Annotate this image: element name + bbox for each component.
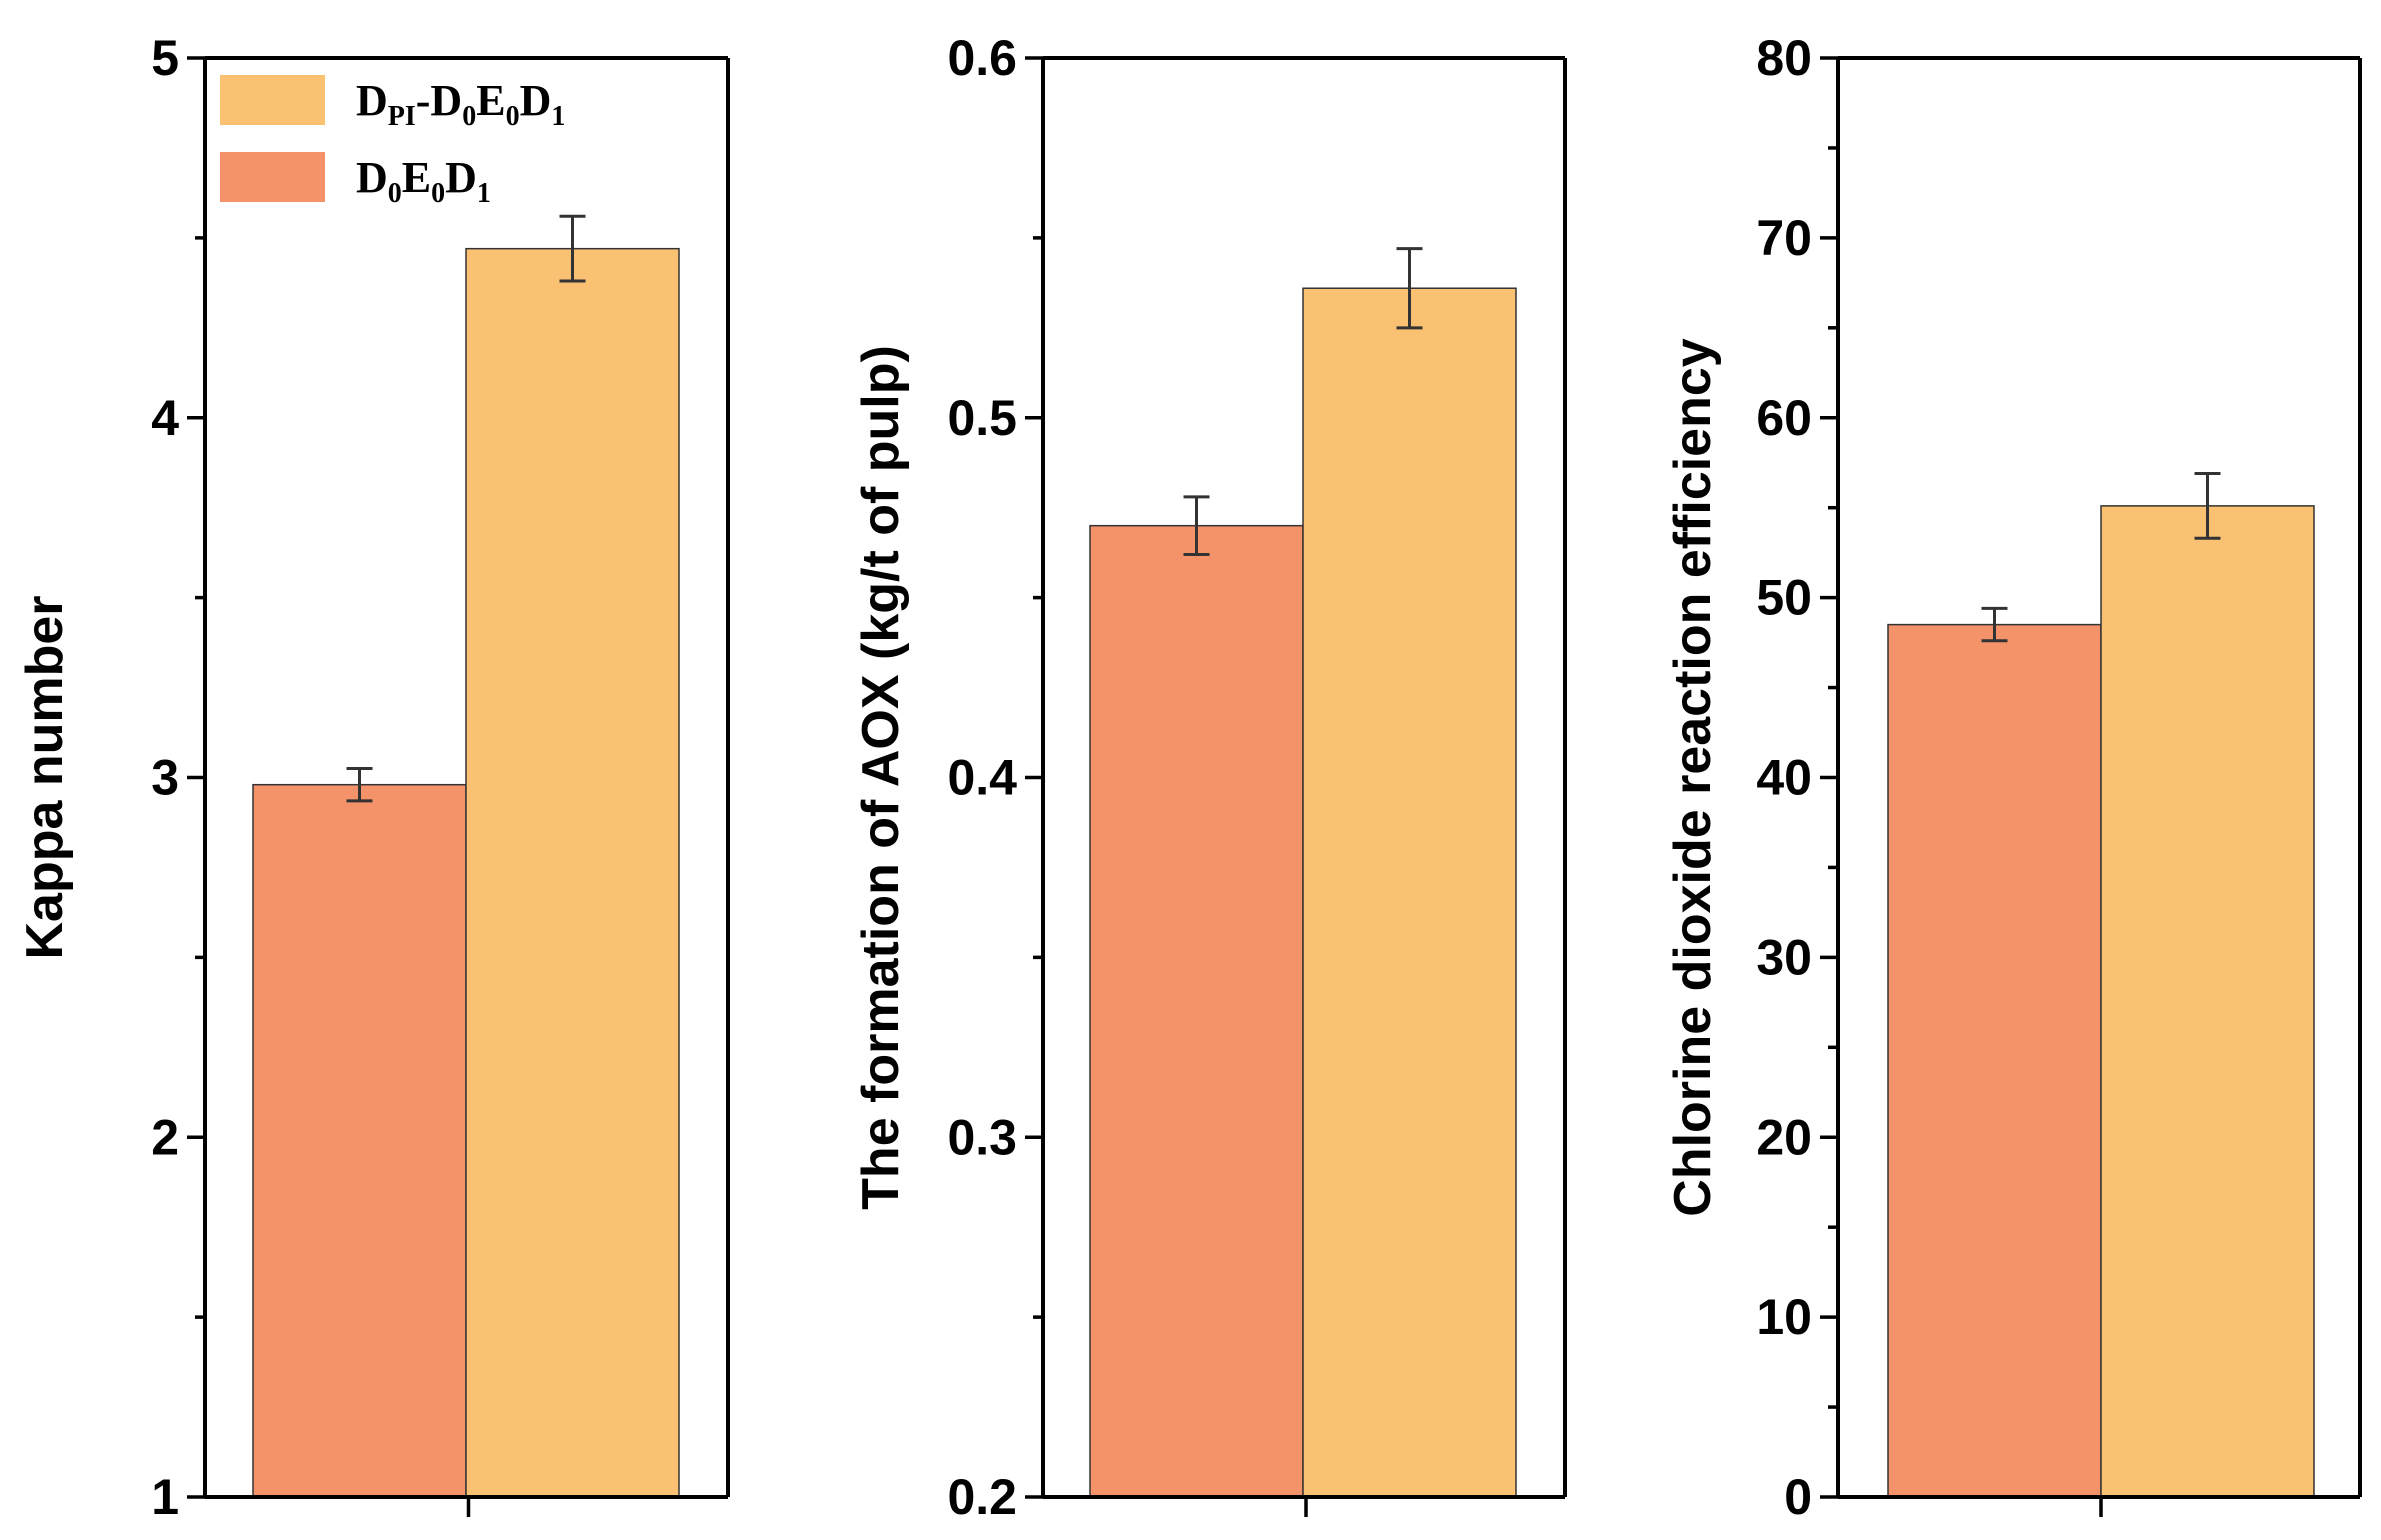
y-tick-label: 4 xyxy=(151,390,179,446)
y-tick-label: 0 xyxy=(1784,1469,1812,1525)
legend: DPI-D0E0D1 D0E0D1 xyxy=(220,75,565,209)
bar-d0e0d1 xyxy=(252,783,467,1498)
y-tick-label: 0.5 xyxy=(947,390,1017,446)
legend-item: DPI-D0E0D1 xyxy=(220,75,565,132)
error-bar xyxy=(559,214,586,283)
y-tick-label: 70 xyxy=(1756,210,1812,266)
y-tick-label: 0.3 xyxy=(947,1109,1017,1165)
error-bar xyxy=(1981,606,2008,643)
y-tick-label: 1 xyxy=(151,1469,179,1525)
y-tick-label: 40 xyxy=(1756,750,1812,806)
legend-swatch xyxy=(220,75,325,125)
y-tick-label: 60 xyxy=(1756,390,1812,446)
y-tick-label: 2 xyxy=(151,1109,179,1165)
error-bar xyxy=(1396,247,1423,330)
legend-label: D0E0D1 xyxy=(356,153,491,209)
y-tick-label: 30 xyxy=(1756,929,1812,985)
legend-swatch xyxy=(220,152,325,202)
y-axis-title: Kappa number xyxy=(16,595,74,959)
bar-d0e0d1 xyxy=(1089,524,1304,1498)
y-tick-label: 5 xyxy=(151,30,179,86)
legend-item: D0E0D1 xyxy=(220,152,491,209)
chart-panel-2: 0.2 0.3 0.4 0.5 0.6 The formation of AOX (kg/… xyxy=(852,30,1567,1525)
y-tick-label: 0.2 xyxy=(947,1469,1017,1525)
y-axis-title: Chlorine dioxide reaction efficiency xyxy=(1664,338,1722,1217)
chart-panel-3: 0 10 20 30 40 50 60 70 80 Chlorine dioxide reacti… xyxy=(1664,30,2362,1525)
bar-d0e0d1 xyxy=(1887,623,2102,1498)
y-tick-label: 50 xyxy=(1756,570,1812,626)
y-axis-title: The formation of AOX (kg/t of pulp) xyxy=(852,345,910,1210)
bar-dpi-d0e0d1 xyxy=(1302,287,1517,1498)
y-tick-label: 10 xyxy=(1756,1289,1812,1345)
error-bar xyxy=(1183,495,1210,556)
y-tick-label: 80 xyxy=(1756,30,1812,86)
error-bar xyxy=(346,767,373,803)
y-tick-label: 3 xyxy=(151,750,179,806)
legend-label: DPI-D0E0D1 xyxy=(356,76,565,132)
y-tick-label: 0.6 xyxy=(947,30,1017,86)
y-tick-label: 0.4 xyxy=(947,750,1017,806)
y-tick-label: 20 xyxy=(1756,1109,1812,1165)
error-bar xyxy=(2194,472,2221,540)
chart-panel-1: 1 2 3 4 5 Kappa number xyxy=(16,30,730,1525)
bar-dpi-d0e0d1 xyxy=(2100,505,2315,1498)
bar-dpi-d0e0d1 xyxy=(465,247,680,1498)
